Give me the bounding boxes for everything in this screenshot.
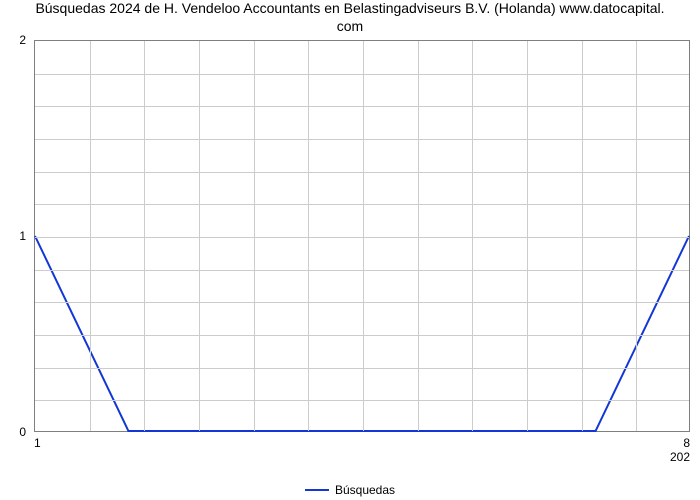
grid-line-horizontal <box>35 302 689 303</box>
grid-line-horizontal <box>35 368 689 369</box>
grid-line-vertical <box>527 41 528 431</box>
plot-area <box>34 40 690 432</box>
grid-line-horizontal <box>35 335 689 336</box>
grid-line-horizontal <box>35 270 689 271</box>
grid-line-vertical <box>254 41 255 431</box>
grid-line-horizontal <box>35 400 689 401</box>
line-chart: Búsquedas 2024 de H. Vendeloo Accountant… <box>0 0 700 500</box>
grid-line-vertical <box>363 41 364 431</box>
grid-line-horizontal <box>35 172 689 173</box>
data-line <box>35 41 689 431</box>
grid-line-vertical <box>199 41 200 431</box>
grid-line-horizontal <box>35 139 689 140</box>
legend-label: Búsquedas <box>335 483 395 497</box>
grid-line-vertical <box>308 41 309 431</box>
grid-line-vertical <box>418 41 419 431</box>
grid-line-horizontal <box>35 204 689 205</box>
x-axis-left-label: 1 <box>34 436 41 450</box>
grid-line-horizontal <box>35 106 689 107</box>
grid-line-vertical <box>472 41 473 431</box>
grid-line-horizontal <box>35 237 689 238</box>
grid-line-vertical <box>90 41 91 431</box>
y-axis-tick-label: 2 <box>0 33 26 47</box>
chart-title-line2: com <box>337 18 363 34</box>
grid-line-horizontal <box>35 74 689 75</box>
x-axis-right-label: 8202 <box>670 436 690 465</box>
grid-line-vertical <box>582 41 583 431</box>
chart-title: Búsquedas 2024 de H. Vendeloo Accountant… <box>0 0 700 35</box>
chart-title-line1: Búsquedas 2024 de H. Vendeloo Accountant… <box>35 0 664 16</box>
grid-line-vertical <box>636 41 637 431</box>
grid-line-vertical <box>144 41 145 431</box>
legend: Búsquedas <box>0 482 700 497</box>
y-axis-tick-label: 1 <box>0 229 26 243</box>
y-axis-tick-label: 0 <box>0 425 26 439</box>
legend-swatch <box>305 489 329 491</box>
